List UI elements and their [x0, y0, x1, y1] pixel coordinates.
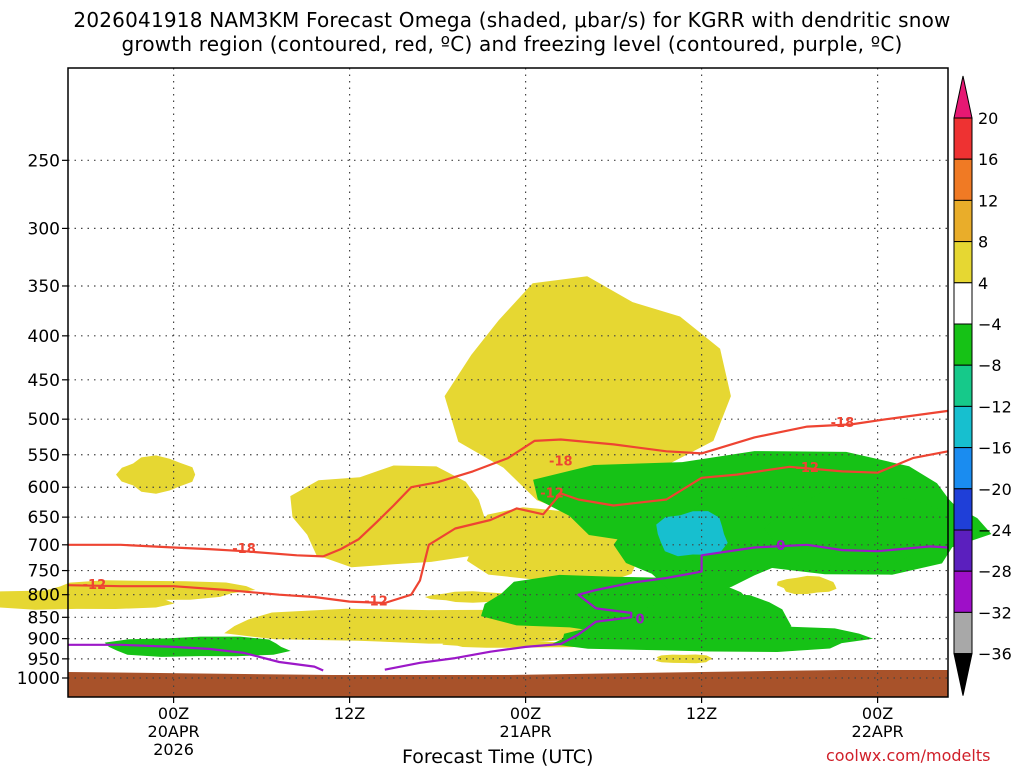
contour-label: -12 — [364, 595, 388, 610]
y-tick-label: 300 — [28, 219, 60, 239]
chart-title-line-2: growth region (contoured, red, ºC) and f… — [121, 32, 903, 56]
colorbar-tick-label: −28 — [978, 562, 1012, 581]
colorbar-swatch — [953, 570, 973, 613]
colorbar-swatch — [953, 405, 973, 449]
colorbar-swatch — [953, 117, 973, 160]
colorbar-tick-label: −24 — [978, 521, 1012, 540]
omega-shaded-region — [655, 654, 713, 664]
x-tick-label: 2026 — [153, 740, 194, 759]
colorbar-tick-label: −32 — [978, 603, 1012, 622]
y-tick-label: 650 — [28, 508, 60, 528]
y-tick-label: 750 — [28, 562, 60, 582]
contour-label: 0 — [776, 539, 785, 554]
omega-shaded-region — [776, 575, 837, 595]
contour-label: -18 — [831, 416, 855, 431]
y-tick-label: 950 — [28, 650, 60, 670]
colorbar-swatch — [953, 323, 973, 366]
colorbar-tick-label: −16 — [978, 439, 1012, 458]
omega-shaded-region — [442, 641, 590, 648]
colorbar-swatch — [953, 241, 973, 284]
x-tick-label: 12Z — [334, 704, 365, 723]
y-tick-label: 400 — [28, 327, 60, 347]
x-tick-label: 22APR — [852, 722, 904, 741]
colorbar-cap-bottom — [953, 653, 973, 696]
y-tick-label: 550 — [28, 446, 60, 466]
colorbar: 20 16 12 8 4 −4 −8 −12 −16 −20 −24 −28 −32 −36 — [953, 75, 1012, 696]
omega-shaded-region — [764, 487, 956, 571]
colorbar-tick-label: 12 — [978, 191, 998, 210]
colorbar-swatch — [953, 199, 973, 243]
contour-label: -12 — [540, 486, 564, 501]
colorbar-tick-label: 4 — [978, 274, 988, 293]
x-tick-label: 12Z — [686, 704, 717, 723]
contour-label: -18 — [232, 542, 256, 557]
y-tick-label: 250 — [28, 151, 60, 171]
colorbar-swatch — [953, 364, 973, 407]
colorbar-tick-label: 16 — [978, 150, 998, 169]
colorbar-tick-label: −20 — [978, 480, 1012, 499]
x-tick-label: 00Z — [510, 704, 541, 723]
plot-frame — [67, 67, 949, 698]
contour-line — [384, 543, 949, 671]
colorbar-tick-label: −8 — [978, 356, 1002, 375]
contour-line — [68, 643, 324, 672]
contour-line — [68, 409, 949, 558]
y-axis-ticks: 2503003504004505005506006507007508008509… — [17, 151, 68, 689]
y-tick-label: 850 — [28, 608, 60, 628]
omega-shaded-region — [656, 511, 728, 557]
contour-line — [67, 450, 949, 605]
colorbar-swatch — [953, 488, 973, 531]
y-tick-label: 800 — [28, 586, 60, 606]
omega-shaded-region — [290, 465, 494, 568]
colorbar-swatch — [953, 611, 973, 655]
colorbar-tick-label: 20 — [978, 109, 998, 128]
x-tick-label: 00Z — [158, 704, 189, 723]
x-tick-label: 21APR — [500, 722, 552, 741]
y-tick-label: 900 — [28, 630, 60, 650]
colorbar-tick-label: −12 — [978, 397, 1012, 416]
colorbar-swatch — [953, 529, 973, 572]
y-tick-label: 500 — [28, 410, 60, 430]
colorbar-tick-label: 8 — [978, 233, 988, 252]
x-tick-label: 20APR — [148, 722, 200, 741]
colorbar-tick-label: −36 — [978, 645, 1012, 664]
ground-layer — [68, 670, 948, 697]
x-axis-label: Forecast Time (UTC) — [402, 746, 594, 768]
omega-shaded-region — [116, 455, 196, 494]
plot-border — [67, 67, 949, 698]
chart-title-line-1: 2026041918 NAM3KM Forecast Omega (shaded… — [73, 8, 951, 32]
colorbar-swatch — [953, 447, 973, 490]
colorbar-swatch — [953, 282, 973, 325]
omega-shaded-region — [104, 636, 291, 657]
y-tick-label: 350 — [28, 277, 60, 297]
y-tick-label: 450 — [28, 371, 60, 391]
y-tick-label: 1000 — [17, 669, 60, 689]
y-tick-label: 600 — [28, 478, 60, 498]
colorbar-swatch — [953, 158, 973, 201]
y-tick-label: 700 — [28, 536, 60, 556]
x-tick-label: 00Z — [862, 704, 893, 723]
contour-label: -12 — [83, 578, 107, 593]
contour-label: -18 — [549, 454, 573, 469]
colorbar-cap-top — [953, 75, 973, 119]
omega-shading — [0, 276, 992, 664]
source-credit[interactable]: coolwx.com/modelts — [826, 746, 991, 765]
contour-label: -12 — [795, 461, 819, 476]
contour-label: 0 — [635, 613, 644, 628]
terrain-surface — [68, 670, 948, 697]
omega-shaded-region — [444, 276, 731, 520]
colorbar-tick-label: −4 — [978, 315, 1002, 334]
contour-lines: -18 -18 -18 -12 -12 -12 -12 0 0 — [67, 409, 949, 672]
gridlines — [68, 68, 948, 697]
